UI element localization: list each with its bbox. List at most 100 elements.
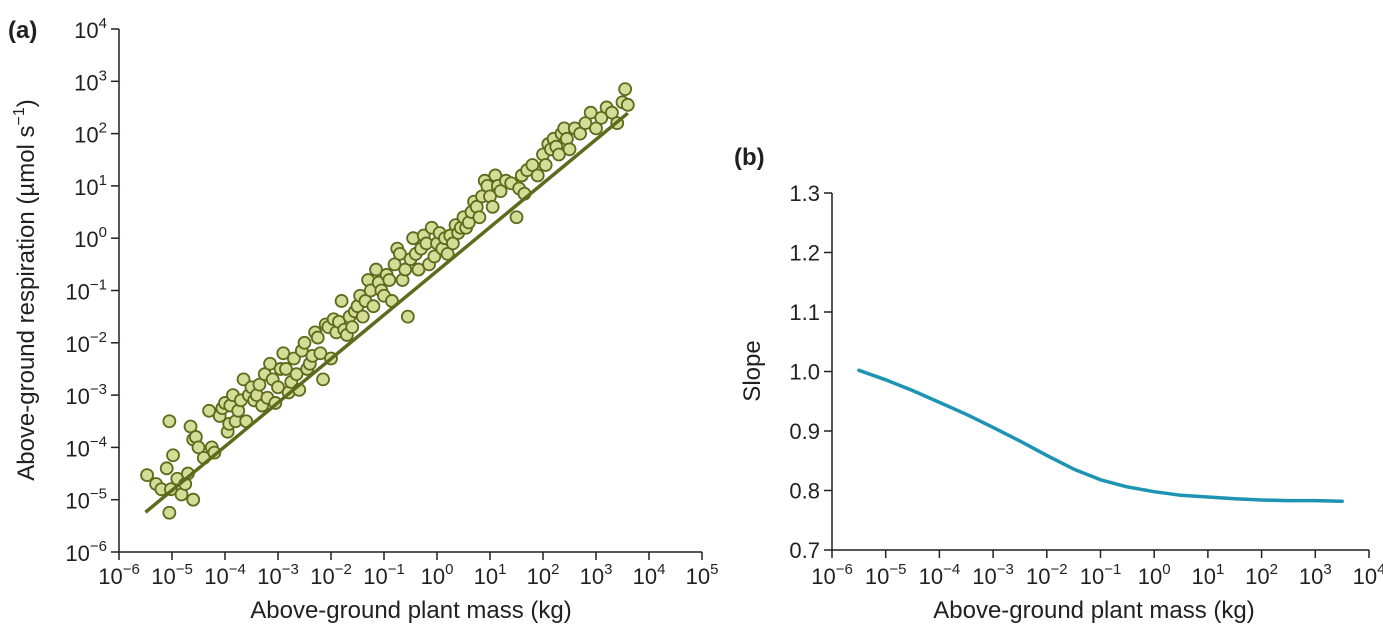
data-point xyxy=(472,210,487,225)
panel-a-y-tick-label-base: 10 xyxy=(65,489,89,514)
data-point xyxy=(289,367,304,382)
panel-a-x-tick-label-base: 10 xyxy=(580,564,604,589)
panel-b-x-tick-label: 101 xyxy=(1191,561,1224,589)
panel-a-y-tick-label: 10−1 xyxy=(65,277,107,305)
panel-a-x-tick-label-base: 10 xyxy=(686,564,710,589)
panel-a-y-tick-label-exp: −4 xyxy=(90,433,107,450)
panel-a-x-tick-label-base: 10 xyxy=(151,564,175,589)
panel-b-x-tick-label-base: 10 xyxy=(1191,564,1215,589)
panel-b-x-tick-label-exp: −3 xyxy=(997,561,1014,578)
panel-b-y-ticks: 0.7 0.8 0.9 1.0 1.1 1.2 1.3 xyxy=(789,181,832,563)
data-point xyxy=(286,351,301,366)
panel-a-y-tick-label-base: 10 xyxy=(74,18,98,43)
panel-a-y-tick-label: 10−2 xyxy=(65,329,107,357)
data-point xyxy=(493,184,508,199)
panel-b-x-tick-label-base: 10 xyxy=(1138,564,1162,589)
panel-b-x-tick-label: 10−4 xyxy=(919,561,961,589)
panel-a-x-tick-label: 10−2 xyxy=(310,561,352,589)
panel-b-x-tick-label-exp: −2 xyxy=(1050,561,1067,578)
panel-a-points xyxy=(140,82,635,520)
panel-b-axes xyxy=(831,193,1369,551)
panel-a-x-tick-label-exp: −6 xyxy=(123,561,140,578)
panel-a-x-tick-label: 10−5 xyxy=(151,561,193,589)
panel-a-y-tick-label-exp: −6 xyxy=(90,538,107,555)
panel-b-x-tick-label-base: 10 xyxy=(1299,564,1323,589)
panel-b-y-tick-label: 1.2 xyxy=(789,241,820,266)
data-point xyxy=(310,330,325,345)
data-point xyxy=(252,377,267,392)
data-point xyxy=(387,257,402,272)
panel-b-x-tick-label-exp: −5 xyxy=(889,561,906,578)
panel-a-x-tick-label: 10−1 xyxy=(363,561,405,589)
panel-b-x-axis-label: Above-ground plant mass (kg) xyxy=(933,597,1255,624)
data-point xyxy=(263,356,277,371)
panel-a-x-tick-label-exp: 0 xyxy=(445,561,453,578)
panel-a-x-tick-label-base: 10 xyxy=(527,564,551,589)
data-point xyxy=(573,126,587,141)
data-point xyxy=(279,362,293,376)
data-point xyxy=(594,111,609,125)
panel-a-x-tick-label-base: 10 xyxy=(204,564,228,589)
panel-b-x-tick-label: 10−2 xyxy=(1026,561,1068,589)
panel-a-x-axis-label: Above-ground plant mass (kg) xyxy=(250,597,572,624)
data-point xyxy=(530,168,545,183)
panel-a-x-tick-label-exp: 3 xyxy=(604,561,612,578)
panel-a-x-ticks: 10−6 10−5 10−4 10−3 10−2 10−1 100 101 102 103 104 1… xyxy=(98,552,718,589)
panel-a-x-tick-label-base: 10 xyxy=(310,564,334,589)
data-point xyxy=(276,346,291,361)
panel-b-y-tick-label: 1.0 xyxy=(789,360,820,385)
panel-a-y-tick-label-base: 10 xyxy=(65,436,89,461)
panel-a-x-tick-label: 10−4 xyxy=(204,561,246,589)
panel-a-x-tick-label-exp: −5 xyxy=(176,561,193,578)
panel-a-scatter: (a) 10−610−510−410−310−210−1100101102103… xyxy=(8,15,718,624)
panel-b-x-tick-label: 10−3 xyxy=(972,561,1014,589)
data-point xyxy=(552,147,566,162)
data-point xyxy=(427,249,442,264)
panel-a-x-tick-label: 105 xyxy=(686,561,719,589)
data-point xyxy=(202,403,217,418)
data-point xyxy=(509,210,524,225)
panel-a-y-tick-label-base: 10 xyxy=(65,332,89,357)
panel-a-x-tick-label: 101 xyxy=(474,561,507,589)
panel-a-x-tick-label-base: 10 xyxy=(421,564,445,589)
panel-a-x-tick-label: 104 xyxy=(633,561,666,589)
data-point xyxy=(605,105,619,120)
panel-a-y-axis-label: Above-ground respiration (µmol s−1) xyxy=(11,99,40,481)
panel-a-y-tick-label-exp: −1 xyxy=(90,277,107,294)
panel-a-y-tick-label-base: 10 xyxy=(74,70,98,95)
data-point xyxy=(618,82,633,97)
panel-b-x-tick-label: 100 xyxy=(1138,561,1171,589)
data-point xyxy=(313,346,328,361)
panel-a-y-tick-label-base: 10 xyxy=(74,175,98,200)
panel-a-fit-line xyxy=(144,111,629,514)
panel-b-x-tick-label: 10−6 xyxy=(811,561,853,589)
panel-a-y-tick-label-exp: 3 xyxy=(99,67,107,84)
panel-a-label: (a) xyxy=(8,17,37,44)
panel-a-x-tick-label-exp: −2 xyxy=(335,561,352,578)
data-point xyxy=(525,158,540,172)
panel-b-x-tick-label-base: 10 xyxy=(919,564,943,589)
panel-a-y-tick-label-base: 10 xyxy=(65,280,89,305)
data-point xyxy=(589,121,603,136)
panel-a-y-tick-label-exp: −3 xyxy=(90,381,107,398)
data-point xyxy=(366,299,381,314)
panel-b-x-tick-label-exp: 4 xyxy=(1377,561,1383,578)
data-point xyxy=(578,116,593,131)
panel-b-y-tick-label: 0.8 xyxy=(789,479,820,504)
panel-b-x-ticks: 10−6 10−5 10−4 10−3 10−2 10−1 100 101 102 103 104 xyxy=(811,550,1383,589)
panel-a-y-tick-label-base: 10 xyxy=(65,384,89,409)
data-point xyxy=(191,440,206,455)
panel-a-y-tick-label-exp: 0 xyxy=(99,224,107,241)
panel-a-x-tick-label-base: 10 xyxy=(363,564,387,589)
data-point xyxy=(236,372,251,387)
panel-a-y-tick-label: 10−5 xyxy=(65,486,107,514)
panel-b-x-tick-label: 102 xyxy=(1245,561,1278,589)
panel-b-y-axis-label: Slope xyxy=(739,340,766,401)
panel-b-y-tick-label: 0.7 xyxy=(789,538,820,563)
panel-b-label: (b) xyxy=(734,144,765,171)
panel-a-x-tick-label-exp: −3 xyxy=(282,561,299,578)
data-point xyxy=(392,246,407,261)
panel-a-y-tick-label-exp: −5 xyxy=(90,486,107,503)
